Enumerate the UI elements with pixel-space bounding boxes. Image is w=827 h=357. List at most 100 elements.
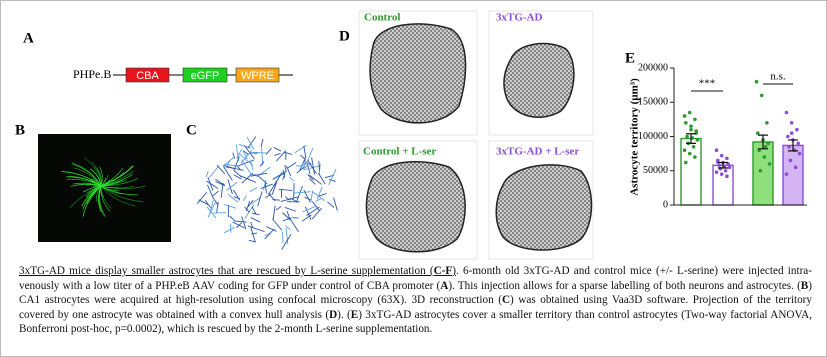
- data-point: [793, 165, 798, 170]
- y-tick-label: 100000: [638, 131, 668, 142]
- branch: [243, 195, 247, 202]
- data-point: [767, 162, 772, 166]
- figure-panels: A B C D E PHPe.B CBA eGFP WPRE Control 3…: [15, 10, 807, 260]
- branch: [318, 160, 320, 171]
- branch: [316, 186, 323, 200]
- branch: [213, 199, 219, 206]
- branch: [304, 206, 312, 220]
- branch: [196, 191, 208, 204]
- process: [100, 185, 144, 203]
- branch: [282, 172, 286, 180]
- branch: [205, 170, 209, 178]
- data-point: [689, 124, 693, 129]
- branch: [301, 214, 312, 222]
- panel-label: D: [339, 28, 350, 44]
- data-point: [682, 114, 687, 118]
- element-box: [125, 67, 170, 83]
- branch: [251, 197, 261, 205]
- projection-label: Control: [364, 12, 400, 24]
- data-point: [719, 153, 724, 158]
- branch: [295, 185, 303, 203]
- projection-label: 3xTG-AD + L-ser: [496, 146, 579, 158]
- branch: [260, 138, 264, 148]
- branch: [333, 197, 338, 211]
- bar-chart: Astrocyte territory (µm³) 0 50000 100000 15…: [629, 62, 807, 210]
- branch: [289, 218, 299, 232]
- branch: [257, 191, 263, 207]
- branch: [273, 172, 283, 187]
- branch: [226, 166, 244, 171]
- branch: [247, 199, 254, 208]
- branch: [288, 176, 295, 182]
- branch: [272, 198, 280, 201]
- process: [70, 183, 102, 187]
- branch: [241, 216, 247, 230]
- data-point: [759, 93, 764, 98]
- branch: [250, 217, 261, 223]
- branch: [226, 181, 238, 191]
- caption-run: E: [350, 308, 359, 321]
- branch: [240, 149, 253, 164]
- branch: [223, 166, 233, 181]
- branch: [250, 221, 254, 228]
- panel-label: C: [186, 122, 197, 138]
- process: [89, 168, 102, 187]
- data-point: [784, 110, 789, 115]
- branch: [250, 160, 254, 171]
- branch: [273, 147, 282, 152]
- data-point: [684, 160, 688, 165]
- branch: [312, 201, 320, 211]
- branch: [261, 147, 264, 166]
- branch: [327, 201, 335, 208]
- y-tick-label: 150000: [638, 97, 668, 108]
- data-point: [787, 144, 791, 149]
- data-point: [719, 172, 724, 176]
- branch: [243, 145, 255, 160]
- branch: [233, 174, 242, 180]
- branch: [284, 206, 297, 212]
- process: [96, 168, 102, 187]
- branch: [284, 165, 287, 172]
- branch: [275, 205, 282, 211]
- data-point: [725, 174, 729, 179]
- branch: [242, 150, 250, 156]
- data-point: [691, 144, 696, 149]
- data-point: [727, 165, 732, 170]
- convex-hull: [495, 164, 593, 251]
- data-point: [762, 155, 767, 159]
- branch: [262, 179, 267, 191]
- branch: [265, 147, 272, 155]
- caption-run: 3xTG-AD mice display smaller astrocytes …: [19, 265, 434, 277]
- convex-hull: [369, 23, 467, 124]
- branch: [224, 164, 240, 167]
- significance-label: ***: [699, 78, 716, 90]
- data-point: [784, 172, 789, 176]
- data-point: [695, 138, 700, 142]
- data-point: [756, 131, 760, 135]
- branch: [259, 161, 265, 167]
- branch: [282, 169, 286, 178]
- branch: [224, 226, 235, 234]
- branch: [271, 218, 283, 231]
- branch: [206, 206, 217, 219]
- caption: 3xTG-AD mice display smaller astrocytes …: [19, 264, 812, 337]
- branch: [249, 187, 258, 192]
- branch: [296, 166, 305, 174]
- branch: [311, 157, 315, 175]
- caption-run: C: [501, 294, 511, 307]
- branch: [251, 206, 257, 215]
- y-tick-label: 0: [663, 199, 668, 210]
- data-point: [725, 156, 729, 161]
- caption-run: A: [440, 279, 449, 292]
- branch: [293, 191, 311, 194]
- branch: [275, 150, 287, 162]
- branch: [281, 234, 292, 250]
- data-point: [684, 121, 688, 125]
- caption-run: C-F: [433, 265, 453, 277]
- branch: [307, 174, 314, 181]
- reconstruction: [196, 136, 338, 250]
- y-tick-label: 200000: [638, 62, 668, 73]
- error-bar: [788, 139, 798, 152]
- branch: [299, 160, 305, 171]
- branch: [223, 203, 237, 209]
